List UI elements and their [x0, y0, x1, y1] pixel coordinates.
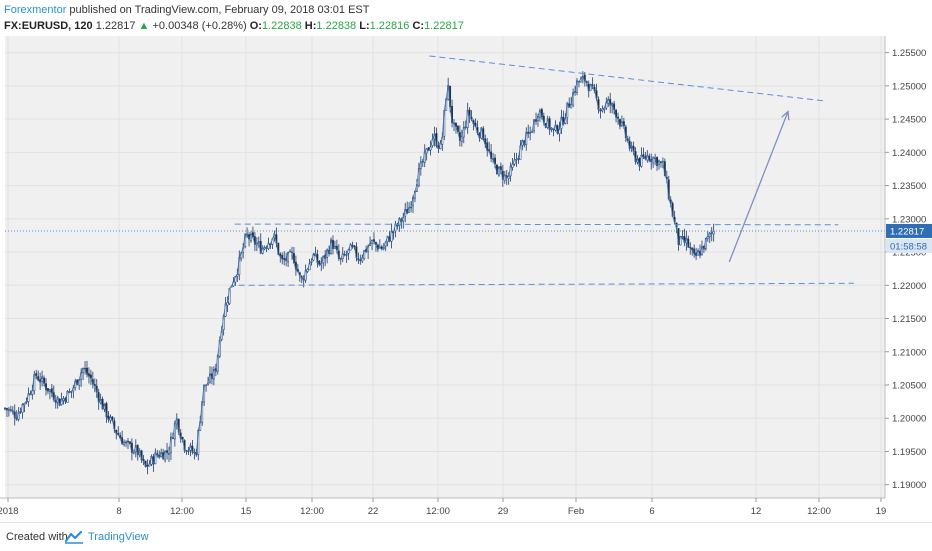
- low-label: L:: [359, 20, 370, 32]
- author-link[interactable]: Forexmentor: [4, 4, 67, 16]
- y-tick-label: 1.20500: [892, 380, 926, 391]
- trendline-range-top[interactable]: [234, 223, 839, 226]
- chart-svg[interactable]: 1.25500 1.25000 1.24500 1.24000 1.23500 1.230…: [0, 36, 932, 522]
- x-tick-label: 15: [241, 506, 252, 517]
- y-tick-label: 1.22000: [892, 281, 926, 292]
- current-price-badge: [886, 223, 932, 238]
- y-tick-label: 1.21500: [892, 314, 926, 325]
- trendlines[interactable]: [5, 55, 885, 286]
- x-tick-label: 12:00: [300, 506, 324, 517]
- x-tick-label: Feb: [568, 506, 584, 517]
- price-chart[interactable]: 1.25500 1.25000 1.24500 1.24000 1.23500 1.230…: [0, 36, 932, 522]
- x-tick-label: 12:00: [170, 506, 194, 517]
- high-value: 1.22838: [316, 20, 357, 32]
- candles: [4, 71, 715, 475]
- trendline-projection-arrow[interactable]: [728, 112, 787, 263]
- open-label: O:: [249, 20, 262, 32]
- y-tick-label: 1.19000: [892, 480, 926, 491]
- current-price-label: 1.22817: [890, 226, 924, 237]
- symbol-label: FX:EURUSD, 120: [4, 20, 93, 32]
- x-tick-label: 12: [751, 506, 762, 517]
- x-tick-label: 12:00: [426, 506, 450, 517]
- tradingview-logo-icon[interactable]: [64, 530, 84, 547]
- last-price: 1.22817: [95, 20, 136, 32]
- y-tick-label: 1.25500: [892, 48, 926, 59]
- countdown-label: 01:58:58: [890, 241, 927, 252]
- price-change: +0.00348 (+0.28%): [152, 20, 247, 32]
- created-with-text: Created with: [6, 531, 68, 543]
- y-tick-label: 1.24000: [892, 148, 926, 159]
- x-tick-label: 6: [649, 506, 654, 517]
- quote-line: FX:EURUSD, 120 1.22817 ▲ +0.00348 (+0.28…: [4, 18, 928, 34]
- y-tick-label: 1.23500: [892, 181, 926, 192]
- close-line: [4, 75, 715, 468]
- y-tick-label: 1.24500: [892, 115, 926, 126]
- countdown-badge: [886, 238, 932, 253]
- candle: [150, 454, 153, 467]
- trendline-range-bottom[interactable]: [238, 282, 854, 286]
- x-axis: 2018 8 12:00 15 12:00 22 12:00 29 Feb 6 12 12:00 19: [0, 498, 886, 517]
- tradingview-link[interactable]: TradingView: [88, 531, 149, 543]
- x-tick-label: 8: [116, 506, 121, 517]
- y-tick-label: 1.23000: [892, 214, 926, 225]
- x-tick-label: 19: [876, 506, 887, 517]
- y-tick-label: 1.22500: [892, 248, 926, 259]
- y-tick-label: 1.25000: [892, 81, 926, 92]
- x-tick-label: 12:00: [807, 506, 831, 517]
- footer: Created with TradingView: [0, 522, 932, 551]
- y-axis: 1.25500 1.25000 1.24500 1.24000 1.23500 1.230…: [885, 48, 926, 491]
- high-label: H:: [304, 20, 317, 32]
- close-label: C:: [412, 20, 425, 32]
- up-arrow-icon: ▲: [138, 20, 150, 32]
- published-text: published on TradingView.com, February 0…: [66, 4, 370, 16]
- price-badges: 1.22817 01:58:58: [886, 223, 932, 253]
- time-axis[interactable]: [0, 498, 885, 522]
- chart-header: Forexmentor published on TradingView.com…: [4, 2, 928, 36]
- price-axis[interactable]: [885, 36, 932, 498]
- x-tick-label: 22: [368, 506, 379, 517]
- y-tick-label: 1.21000: [892, 347, 926, 358]
- publish-line: Forexmentor published on TradingView.com…: [4, 2, 928, 18]
- y-tick-label: 1.19500: [892, 447, 926, 458]
- x-tick-label: 2018: [0, 506, 19, 517]
- trendline-resistance-upper[interactable]: [429, 55, 827, 102]
- y-tick-label: 1.20000: [892, 414, 926, 425]
- close-value: 1.22817: [424, 20, 464, 32]
- grid: [5, 36, 885, 498]
- x-tick-label: 29: [498, 506, 509, 517]
- open-value: 1.22838: [261, 20, 302, 32]
- low-value: 1.22816: [369, 20, 410, 32]
